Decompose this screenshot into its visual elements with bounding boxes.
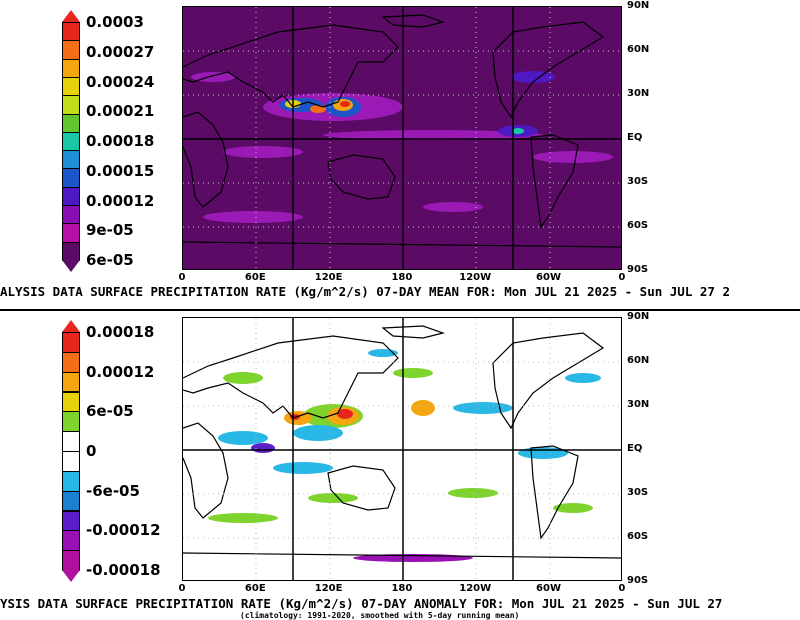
latitude-label: 60S — [627, 220, 649, 231]
latitude-label: 30S — [627, 487, 649, 498]
longitude-label: 0 — [618, 272, 626, 283]
colorbar-segment — [62, 223, 80, 243]
climatology-note: (climatology: 1991-2020, smoothed with 5… — [240, 611, 520, 620]
mean-precipitation-map — [182, 6, 622, 270]
colorbar-max-arrow — [62, 320, 80, 332]
colorbar-segment — [62, 186, 80, 207]
longitude-label: 60E — [244, 583, 266, 594]
colorbar-min-arrow — [62, 260, 80, 272]
colorbar-segment — [62, 470, 80, 492]
longitude-label: 180 — [391, 583, 413, 594]
colorbar-segment — [62, 411, 80, 433]
anomaly-caption: YSIS DATA SURFACE PRECIPITATION RATE (Kg… — [0, 596, 723, 611]
colorbar-label: 6e-05 — [86, 402, 134, 421]
colorbar-label: 0.00018 — [86, 132, 155, 150]
colorbar-segment — [62, 113, 80, 133]
anomaly-precipitation-map — [182, 317, 622, 581]
colorbar-label: -6e-05 — [86, 481, 140, 500]
colorbar-segment — [62, 150, 80, 170]
colorbar-segment — [62, 451, 80, 472]
mean-colorbar — [62, 10, 80, 272]
colorbar-label: 0.00018 — [86, 323, 155, 341]
longitude-label: 60W — [536, 272, 561, 283]
latitude-label: EQ — [627, 132, 643, 143]
anomaly-field — [208, 349, 601, 562]
colorbar-max-arrow — [62, 10, 80, 22]
colorbar-label: 0.00024 — [86, 72, 155, 91]
colorbar-label: 0.00027 — [86, 42, 155, 61]
colorbar-label: 0.00012 — [86, 191, 155, 210]
longitude-label: 120E — [314, 272, 343, 283]
colorbar-label: 0.00012 — [86, 362, 155, 381]
colorbar-segment — [62, 490, 80, 512]
latitude-label: 30N — [627, 88, 650, 99]
colorbar-segment — [62, 131, 80, 152]
anomaly-major-lines — [183, 318, 621, 580]
colorbar-label: -0.00012 — [86, 521, 161, 540]
anomaly-precipitation-panel: 0.00018 0.00012 6e-05 0 -6e-05 -0.00012 -0.000… — [0, 310, 800, 620]
colorbar-segment — [62, 58, 80, 78]
latitude-label: EQ — [627, 443, 643, 454]
longitude-label: 60E — [244, 272, 266, 283]
colorbar-segment — [62, 22, 80, 42]
colorbar-label: 0 — [86, 442, 97, 460]
longitude-label: 120W — [459, 272, 492, 283]
colorbar-segment — [62, 168, 80, 188]
mean-precipitation-panel: 0.0003 0.00027 0.00024 0.00021 0.00018 0.0001… — [0, 0, 730, 299]
latitude-label: 90S — [627, 264, 649, 275]
longitude-label: 0 — [618, 583, 626, 594]
latitude-label: 60N — [627, 355, 650, 366]
colorbar-label: -0.00018 — [86, 561, 161, 579]
mean-map-svg — [183, 7, 621, 269]
longitude-label: 180 — [391, 272, 413, 283]
colorbar-segment — [62, 351, 80, 373]
colorbar-segment — [62, 371, 80, 393]
colorbar-label: 9e-05 — [86, 221, 134, 240]
longitude-label: 120E — [314, 583, 343, 594]
mean-caption: ALYSIS DATA SURFACE PRECIPITATION RATE (… — [0, 284, 730, 299]
longitude-label: 120W — [459, 583, 492, 594]
colorbar-segment — [62, 241, 80, 261]
colorbar-label: 6e-05 — [86, 251, 134, 269]
colorbar-segment — [62, 391, 80, 413]
mean-coastlines — [183, 14, 621, 248]
colorbar-min-arrow — [62, 570, 80, 582]
mean-precip-field — [191, 71, 613, 223]
colorbar-segment — [62, 205, 80, 225]
longitude-label: 0 — [178, 583, 186, 594]
latitude-label: 30N — [627, 399, 650, 410]
colorbar-label: 0.00015 — [86, 161, 155, 180]
colorbar-segment — [62, 550, 80, 571]
colorbar-segment — [62, 76, 80, 97]
anomaly-colorbar — [62, 320, 80, 582]
colorbar-segment — [62, 510, 80, 532]
latitude-label: 90N — [627, 311, 650, 322]
longitude-label: 0 — [178, 272, 186, 283]
colorbar-segment — [62, 40, 80, 60]
latitude-label: 90S — [627, 575, 649, 586]
latitude-label: 60N — [627, 44, 650, 55]
colorbar-label: 0.0003 — [86, 13, 144, 31]
colorbar-segment — [62, 431, 80, 452]
latitude-label: 60S — [627, 531, 649, 542]
longitude-label: 60W — [536, 583, 561, 594]
colorbar-segment — [62, 95, 80, 115]
colorbar-label: 0.00021 — [86, 102, 155, 121]
mean-major-lines — [183, 7, 621, 269]
colorbar-segment — [62, 332, 80, 353]
panel-divider — [0, 309, 800, 311]
latitude-label: 30S — [627, 176, 649, 187]
latitude-label: 90N — [627, 0, 650, 11]
anomaly-map-svg — [183, 318, 621, 580]
colorbar-segment — [62, 530, 80, 552]
